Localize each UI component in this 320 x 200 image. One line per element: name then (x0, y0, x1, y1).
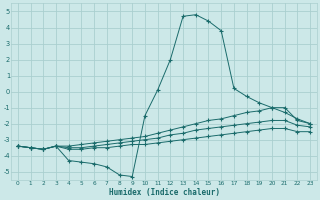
X-axis label: Humidex (Indice chaleur): Humidex (Indice chaleur) (108, 188, 220, 197)
